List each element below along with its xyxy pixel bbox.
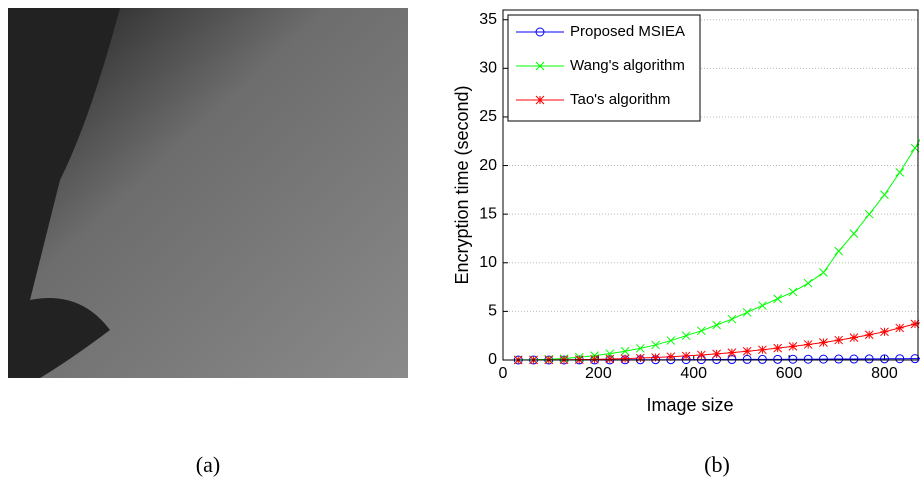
point (774, 344, 782, 352)
point (880, 328, 888, 336)
point (789, 342, 797, 350)
y-tick-label: 30 (479, 60, 497, 77)
caption: (a) (196, 452, 220, 477)
point (591, 355, 599, 363)
point (835, 336, 843, 344)
legend-marker (536, 96, 544, 104)
y-tick-label: 10 (479, 254, 497, 271)
point (819, 339, 827, 347)
point (682, 352, 690, 360)
point (728, 349, 736, 357)
point (667, 353, 675, 361)
point (850, 334, 858, 342)
point (636, 354, 644, 362)
y-tick-label: 15 (479, 205, 497, 222)
y-tick-label: 25 (479, 108, 497, 125)
x-tick-label: 400 (680, 365, 707, 382)
legend-label: Tao's algorithm (570, 91, 670, 108)
x-axis-label: Image size (646, 395, 733, 415)
x-tick-label: 200 (585, 365, 612, 382)
y-tick-label: 0 (488, 351, 497, 368)
legend-label: Wang's algorithm (570, 57, 685, 74)
figure: (a) (b) Image size Encryption time (seco… (0, 0, 920, 482)
point (804, 340, 812, 348)
point (621, 355, 629, 363)
point (606, 355, 614, 363)
y-tick-label: 5 (488, 303, 497, 320)
caption: (b) (704, 452, 730, 477)
point (743, 347, 751, 355)
point (865, 331, 873, 339)
x-tick-label: 800 (871, 365, 898, 382)
y-tick-label: 20 (479, 157, 497, 174)
point (758, 346, 766, 354)
legend-label: Proposed MSIEA (570, 23, 685, 40)
point (896, 324, 904, 332)
point (697, 351, 705, 359)
x-tick-label: 0 (499, 365, 508, 382)
y-tick-label: 35 (479, 11, 497, 28)
x-tick-label: 600 (776, 365, 803, 382)
y-axis-label: Encryption time (second) (452, 85, 472, 284)
point (713, 350, 721, 358)
page: (a) (b) Image size Encryption time (seco… (0, 0, 920, 487)
